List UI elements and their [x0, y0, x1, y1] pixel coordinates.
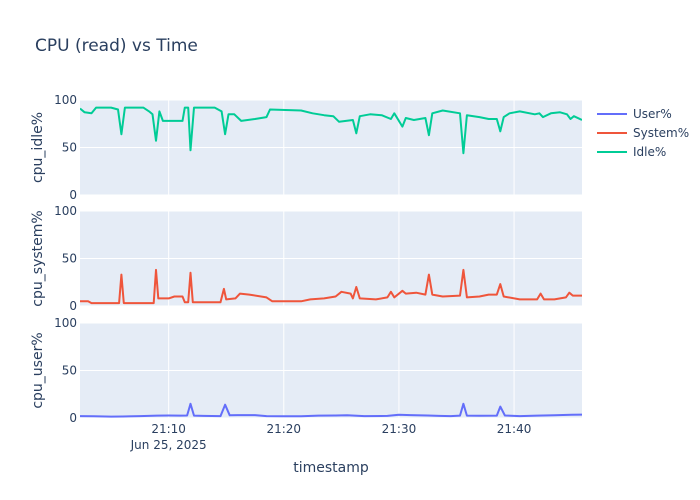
y-axis-title: cpu_idle% — [30, 112, 46, 183]
y-tick-label: 50 — [62, 364, 77, 378]
x-tick-label: 21:30 — [382, 422, 417, 436]
y-tick-label: 100 — [54, 316, 77, 330]
series-line-idle — [80, 106, 582, 155]
legend-label: Idle% — [633, 145, 666, 159]
y-tick-label: 100 — [54, 93, 77, 107]
legend[interactable]: User% System% Idle% — [597, 107, 689, 159]
legend-label: User% — [633, 107, 672, 121]
legend-item-system[interactable]: System% — [597, 126, 689, 140]
y-tick-label: 0 — [69, 411, 77, 425]
y-axis-title: cpu_system% — [30, 210, 46, 306]
y-tick-label: 100 — [54, 204, 77, 218]
panel-system: 0 50 100 cpu_system% — [30, 204, 582, 313]
panel-idle: 0 50 100 cpu_idle% — [30, 93, 582, 202]
legend-item-user[interactable]: User% — [597, 107, 672, 121]
y-axis-title: cpu_user% — [30, 332, 46, 408]
x-axis-title: timestamp — [293, 460, 369, 476]
legend-item-idle[interactable]: Idle% — [597, 145, 666, 159]
chart-title: CPU (read) vs Time — [35, 36, 198, 56]
series-line-user — [80, 402, 582, 418]
legend-label: System% — [633, 126, 689, 140]
x-tick-label: 21:10 — [151, 422, 186, 436]
y-tick-label: 0 — [69, 299, 77, 313]
x-date-label: Jun 25, 2025 — [130, 438, 207, 452]
x-tick-label: 21:20 — [266, 422, 301, 436]
series-line-system — [80, 268, 582, 305]
panel-user: 0 50 100 cpu_user% — [30, 316, 582, 425]
y-tick-label: 0 — [69, 188, 77, 202]
x-tick-label: 21:40 — [497, 422, 532, 436]
y-tick-label: 50 — [62, 252, 77, 266]
y-tick-label: 50 — [62, 141, 77, 155]
